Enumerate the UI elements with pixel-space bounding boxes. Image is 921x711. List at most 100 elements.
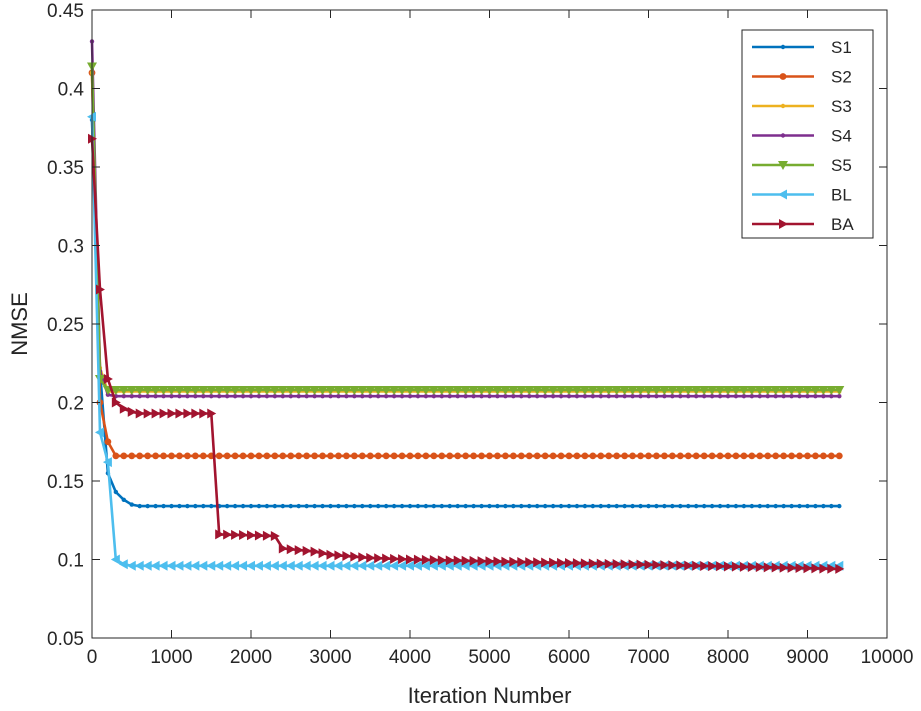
- data-point: [476, 560, 486, 571]
- data-point: [391, 503, 397, 509]
- data-point: [436, 385, 447, 395]
- data-point: [622, 503, 627, 509]
- data-point: [646, 503, 651, 509]
- data-point: [837, 394, 842, 399]
- data-point: [438, 452, 446, 460]
- data-point: [261, 385, 272, 395]
- data-point: [344, 503, 349, 509]
- data-point: [667, 385, 678, 395]
- data-point: [121, 497, 127, 503]
- data-point: [508, 385, 519, 395]
- data-point: [373, 385, 384, 395]
- data-point: [285, 385, 296, 395]
- data-point: [566, 503, 572, 509]
- data-point: [635, 385, 646, 395]
- data-point: [795, 563, 805, 574]
- data-point: [684, 452, 692, 460]
- data-point: [829, 503, 834, 509]
- data-point: [247, 452, 255, 460]
- data-point: [533, 557, 543, 568]
- data-point: [622, 394, 627, 399]
- data-point: [788, 452, 795, 460]
- data-point: [588, 558, 598, 569]
- data-point: [238, 560, 248, 571]
- data-point: [159, 408, 169, 419]
- data-point: [151, 408, 161, 419]
- data-point: [574, 503, 580, 509]
- data-point: [376, 503, 381, 509]
- data-point: [405, 560, 414, 571]
- data-point: [407, 503, 413, 509]
- data-point: [272, 503, 278, 509]
- data-point: [285, 560, 295, 571]
- data-point: [789, 394, 794, 399]
- data-point: [167, 408, 177, 419]
- data-point: [604, 558, 614, 569]
- data-point: [368, 394, 373, 399]
- data-point: [629, 452, 636, 460]
- data-point: [455, 394, 460, 399]
- data-point: [350, 551, 360, 562]
- data-point: [478, 452, 485, 460]
- data-point: [565, 452, 573, 460]
- data-point: [741, 394, 747, 399]
- data-point: [429, 555, 439, 566]
- data-point: [357, 385, 368, 395]
- data-point: [240, 394, 246, 399]
- data-point: [740, 452, 748, 460]
- data-point: [174, 560, 184, 571]
- data-point: [780, 133, 786, 138]
- data-point: [519, 394, 524, 399]
- data-point: [805, 394, 810, 399]
- data-point: [439, 394, 444, 399]
- data-point: [820, 452, 827, 460]
- data-point: [365, 560, 375, 571]
- data-point: [239, 452, 247, 460]
- data-point: [414, 452, 422, 460]
- data-point: [715, 385, 726, 395]
- data-point: [542, 394, 548, 399]
- data-point: [716, 452, 724, 460]
- data-point: [121, 394, 127, 399]
- data-point: [446, 452, 454, 460]
- data-point: [678, 503, 683, 509]
- data-point: [397, 560, 407, 571]
- data-point: [716, 561, 726, 572]
- data-point: [447, 394, 452, 399]
- data-point: [676, 560, 686, 571]
- data-point: [407, 394, 413, 399]
- data-point: [277, 385, 288, 395]
- data-point: [835, 563, 845, 574]
- data-point: [112, 452, 120, 460]
- data-point: [686, 503, 691, 509]
- data-point: [619, 385, 630, 395]
- legend-item-s3: S3: [752, 97, 852, 116]
- data-point: [780, 103, 786, 109]
- data-point: [198, 560, 208, 571]
- data-point: [247, 530, 256, 541]
- data-point: [754, 385, 765, 395]
- data-point: [644, 559, 654, 570]
- data-point: [643, 385, 654, 395]
- data-point: [627, 385, 638, 395]
- data-point: [183, 408, 193, 419]
- data-point: [556, 385, 567, 395]
- data-point: [637, 452, 644, 460]
- data-point: [707, 385, 718, 395]
- data-point: [463, 503, 468, 509]
- data-point: [492, 560, 502, 571]
- data-point: [558, 503, 564, 509]
- data-point: [119, 403, 129, 414]
- data-point: [126, 385, 137, 395]
- data-point: [296, 394, 301, 399]
- data-point: [445, 555, 455, 566]
- x-tick-label: 5000: [468, 647, 510, 668]
- x-tick-label: 6000: [548, 647, 590, 668]
- series-s1: [89, 117, 842, 509]
- data-point: [611, 385, 622, 395]
- data-point: [295, 452, 303, 460]
- data-point: [264, 394, 270, 399]
- data-point: [232, 503, 238, 509]
- data-point: [177, 503, 182, 509]
- data-point: [193, 503, 198, 509]
